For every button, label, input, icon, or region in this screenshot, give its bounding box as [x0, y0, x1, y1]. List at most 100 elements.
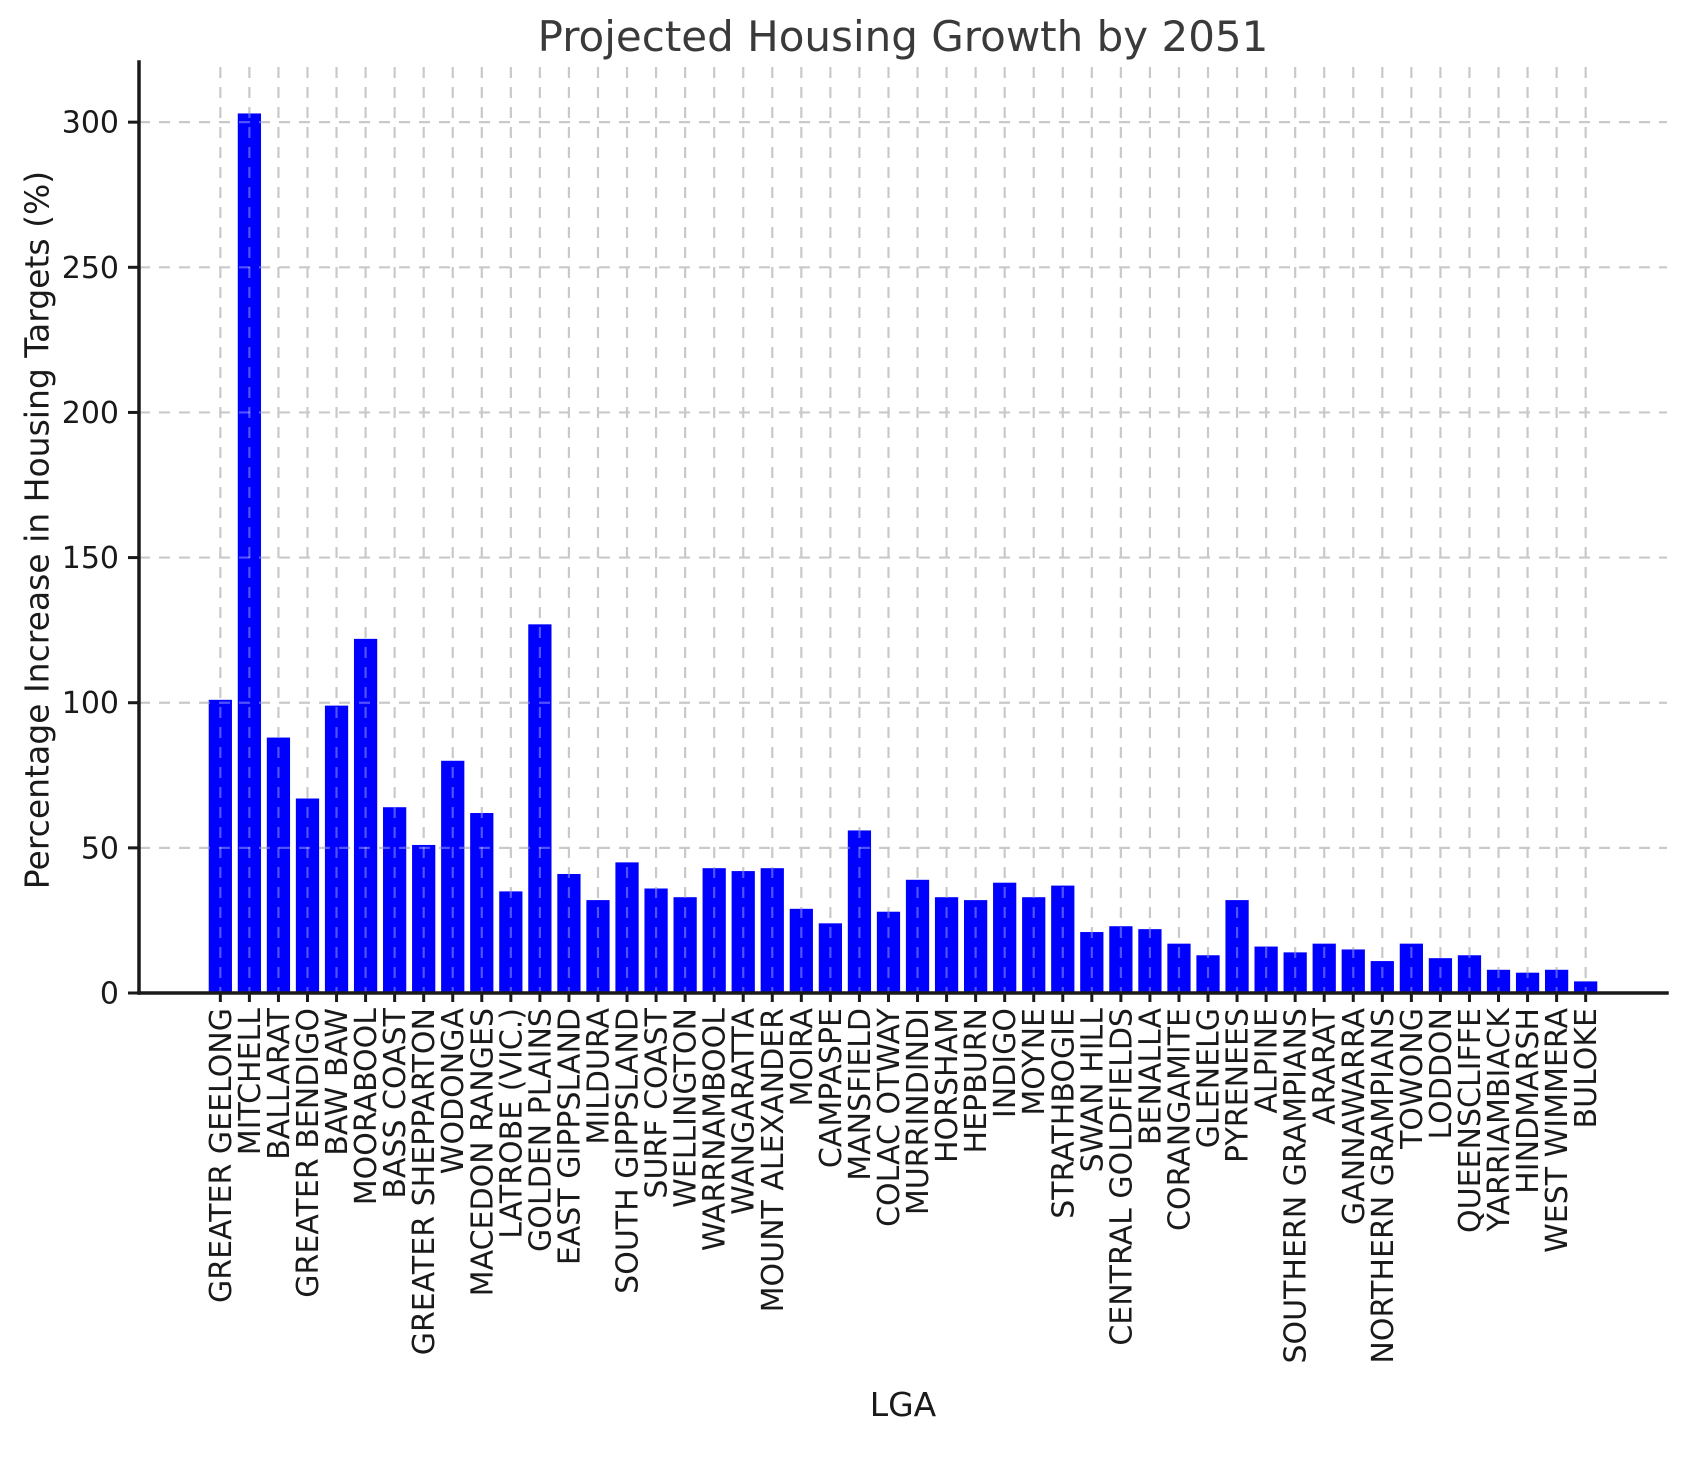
x-tick-label: GREATER BENDIGO [291, 1008, 326, 1298]
bar [266, 737, 291, 993]
y-tick-labels: 0 50 100 150 200 250 300 [62, 106, 119, 1012]
bar [470, 813, 494, 993]
x-tick-label: LODDON [1424, 1008, 1459, 1140]
x-tick-label: BALLARAT [262, 1007, 297, 1160]
x-axis-label: LGA [869, 1385, 937, 1424]
bar [324, 705, 349, 993]
x-tick-label: MOORABOOL [349, 1008, 384, 1206]
bar [934, 897, 959, 993]
x-tick-label: WODONGA [436, 1008, 471, 1175]
bar [1370, 961, 1394, 993]
x-tick-label: BASS COAST [378, 1007, 413, 1198]
bar [789, 908, 813, 993]
bar [673, 897, 697, 993]
x-tick-label: WEST WIMMERA [1540, 1008, 1575, 1253]
x-tick-label: QUEENSCLIFFE [1453, 1008, 1488, 1233]
y-tick-label: 200 [62, 396, 119, 431]
x-tick-label: WELLINGTON [669, 1008, 704, 1208]
x-tick-label: GLENELG [1192, 1008, 1227, 1148]
x-tick-label: HINDMARSH [1511, 1008, 1546, 1194]
bar [1341, 949, 1365, 993]
x-tick-label: MACEDON RANGES [465, 1008, 500, 1296]
bar [905, 879, 930, 993]
bar [1283, 952, 1307, 993]
x-tick-label: WARRNAMBOOL [698, 1008, 733, 1251]
bar [586, 900, 610, 993]
tick-marks [128, 120, 1588, 1002]
bar [295, 798, 320, 993]
x-tick-label: PYRENEES [1221, 1008, 1256, 1163]
x-tick-label: MURRINDINDI [901, 1008, 936, 1215]
x-tick-label: BAW BAW [320, 1008, 355, 1156]
x-tick-label: SOUTH GIPPSLAND [611, 1008, 646, 1294]
x-tick-label: GANNAWARRA [1337, 1008, 1372, 1226]
bar [847, 830, 872, 993]
y-tick-label: 100 [62, 686, 119, 721]
bar [383, 807, 407, 993]
x-tick-label: MILDURA [581, 1008, 616, 1145]
y-tick-label: 150 [62, 541, 119, 576]
x-tick-label: CORANGAMITE [1162, 1008, 1197, 1231]
bars [208, 113, 1598, 994]
bar [1544, 969, 1569, 993]
y-tick-label: 250 [62, 251, 119, 286]
bar [1138, 929, 1162, 993]
x-tick-label: MOUNT ALEXANDER [756, 1008, 791, 1312]
bar [1399, 943, 1423, 993]
chart-title: Projected Housing Growth by 2051 [537, 12, 1269, 61]
x-tick-label: MANSFIELD [843, 1008, 878, 1181]
bar [1486, 969, 1511, 993]
x-tick-label: BULOKE [1569, 1008, 1604, 1128]
bar [353, 638, 378, 993]
bar [1022, 897, 1046, 993]
bar [1515, 972, 1540, 993]
bar [760, 868, 784, 993]
bar [1428, 958, 1453, 993]
bar [499, 891, 523, 993]
x-tick-label: ALPINE [1250, 1008, 1285, 1114]
x-tick-label: EAST GIPPSLAND [552, 1008, 587, 1265]
bar [208, 699, 232, 993]
bar [528, 624, 552, 993]
x-tick-label: GOLDEN PLAINS [523, 1008, 558, 1252]
x-tick-label: MITCHELL [233, 1008, 268, 1155]
x-tick-label: SOUTHERN GRAMPIANS [1279, 1008, 1314, 1364]
x-tick-label: YARRIAMBIACK [1482, 1007, 1517, 1233]
x-tick-label: CAMPASPE [814, 1008, 849, 1168]
x-tick-label: SURF COAST [640, 1007, 675, 1198]
y-tick-label: 300 [62, 106, 119, 141]
x-tick-label: GREATER SHEPPARTON [407, 1008, 442, 1355]
x-tick-label: WANGARATTA [727, 1008, 762, 1215]
x-tick-label: GREATER GEELONG [204, 1008, 239, 1303]
x-tick-label: BENALLA [1133, 1008, 1168, 1146]
x-tick-label: COLAC OTWAY [872, 1007, 907, 1227]
bar [1167, 943, 1191, 993]
bar [644, 888, 668, 993]
bar [1254, 946, 1278, 993]
bar [1312, 943, 1336, 993]
x-tick-label: NORTHERN GRAMPIANS [1366, 1008, 1401, 1364]
bar [1457, 955, 1482, 993]
x-tick-label: MOIRA [785, 1008, 820, 1107]
x-tick-label: TOWONG [1395, 1008, 1430, 1150]
bar [557, 873, 581, 993]
x-tick-label: MOYNE [1017, 1008, 1052, 1116]
bar [441, 760, 465, 993]
x-tick-label: LATROBE (VIC.) [494, 1008, 529, 1239]
x-tick-label: CENTRAL GOLDFIELDS [1104, 1008, 1139, 1346]
bar [1196, 955, 1220, 993]
y-tick-label: 50 [81, 831, 119, 866]
bar [702, 868, 726, 993]
x-tick-label: STRATHBOGIE [1046, 1008, 1081, 1219]
bar [731, 871, 755, 993]
bar [237, 113, 262, 994]
bar [412, 844, 436, 993]
bar [1051, 885, 1075, 993]
bar [1109, 926, 1133, 993]
bar [1574, 981, 1598, 993]
x-tick-label: HORSHAM [930, 1008, 965, 1163]
bar [818, 923, 842, 993]
